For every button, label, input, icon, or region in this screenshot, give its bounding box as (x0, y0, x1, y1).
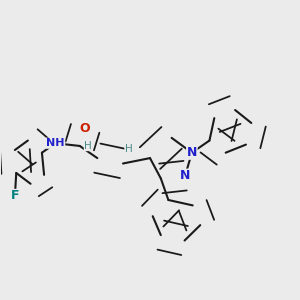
Text: NH: NH (46, 138, 65, 148)
Text: N: N (187, 146, 197, 159)
Text: H: H (84, 141, 92, 151)
Text: O: O (80, 122, 91, 135)
Text: H: H (124, 144, 132, 154)
Text: F: F (11, 189, 19, 203)
Text: N: N (180, 169, 190, 182)
